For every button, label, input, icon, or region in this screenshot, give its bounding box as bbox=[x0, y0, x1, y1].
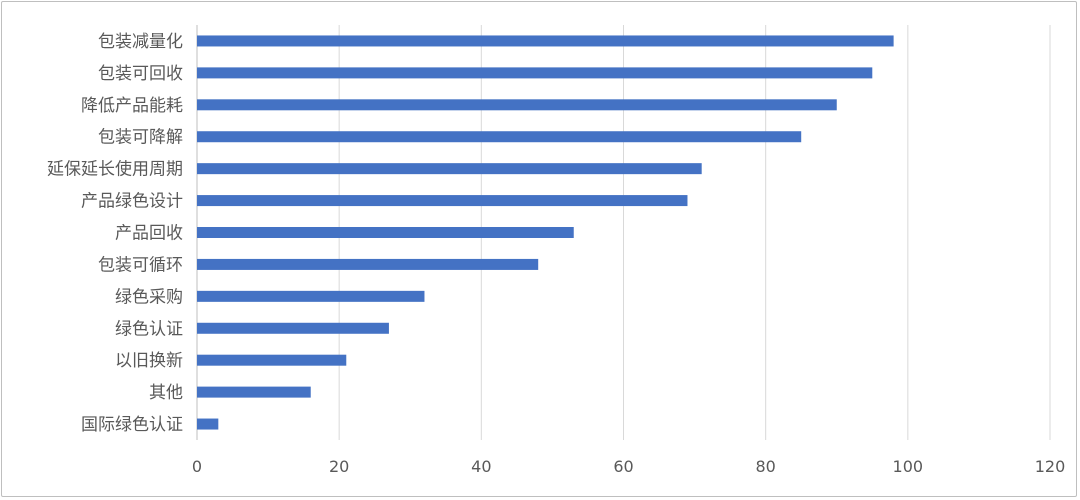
x-tick-labels: 0 20 40 60 80 100 120 bbox=[192, 457, 1065, 476]
category-label: 其他 bbox=[149, 383, 183, 403]
bar bbox=[197, 35, 894, 47]
category-label: 包装减量化 bbox=[98, 32, 183, 52]
category-label: 包装可回收 bbox=[98, 64, 183, 84]
bars bbox=[197, 35, 894, 430]
category-label: 绿色采购 bbox=[115, 287, 183, 307]
bar bbox=[197, 418, 219, 430]
gridlines bbox=[196, 25, 1051, 440]
x-tick-label: 0 bbox=[192, 457, 202, 476]
bar bbox=[197, 67, 873, 79]
category-label: 包装可降解 bbox=[98, 128, 183, 148]
x-tick-label: 80 bbox=[755, 457, 775, 476]
x-tick-label: 20 bbox=[329, 457, 349, 476]
x-tick-label: 100 bbox=[893, 457, 924, 476]
category-label: 以旧换新 bbox=[115, 351, 183, 371]
x-tick-label: 40 bbox=[471, 457, 491, 476]
category-label: 绿色认证 bbox=[115, 319, 183, 339]
bar bbox=[197, 290, 425, 302]
category-label: 产品绿色设计 bbox=[81, 192, 183, 212]
bar bbox=[197, 354, 347, 366]
bar bbox=[197, 99, 837, 111]
category-label: 产品回收 bbox=[115, 224, 183, 244]
category-labels: 包装减量化包装可回收降低产品能耗包装可降解延保延长使用周期产品绿色设计产品回收包… bbox=[47, 32, 183, 435]
bar bbox=[197, 258, 539, 270]
bar bbox=[197, 195, 688, 207]
bar bbox=[197, 227, 574, 238]
category-label: 包装可循环 bbox=[98, 255, 183, 275]
bar bbox=[197, 163, 702, 175]
bar bbox=[197, 131, 802, 143]
x-tick-label: 60 bbox=[613, 457, 633, 476]
category-label: 降低产品能耗 bbox=[81, 96, 183, 116]
bar bbox=[197, 322, 389, 334]
x-tick-label: 120 bbox=[1035, 457, 1066, 476]
category-label: 延保延长使用周期 bbox=[47, 159, 183, 180]
category-label: 国际绿色认证 bbox=[81, 415, 183, 435]
bar bbox=[197, 386, 311, 398]
